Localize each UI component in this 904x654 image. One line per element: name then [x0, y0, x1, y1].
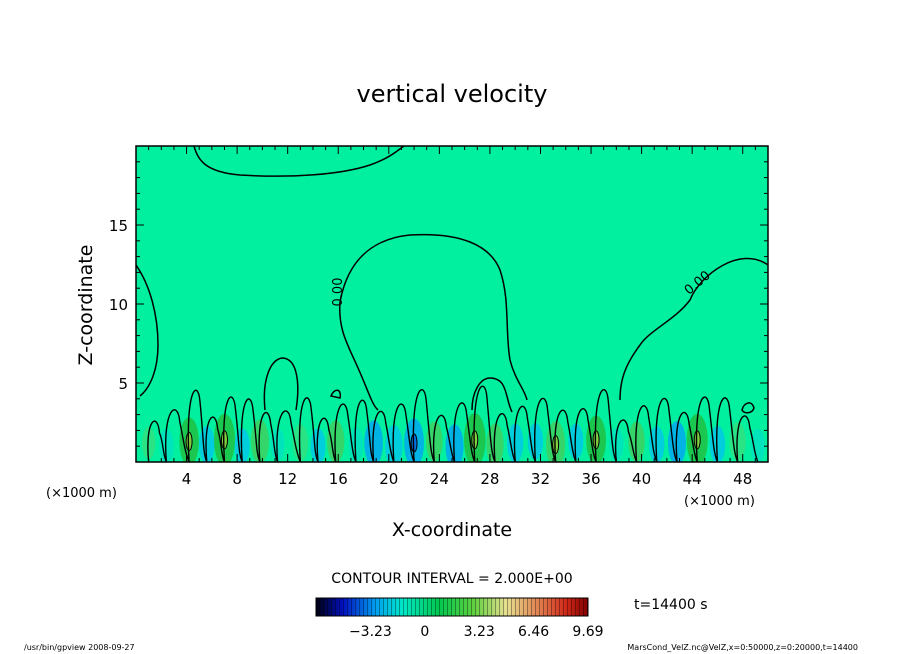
x-tick-label: 44: [683, 470, 702, 488]
x-axis-label: X-coordinate: [392, 519, 512, 541]
footer-left: /usr/bin/gpview 2008-09-27: [24, 643, 135, 652]
x-tick-label: 28: [480, 470, 499, 488]
time-label: t=14400 s: [634, 597, 708, 613]
heatmap-cells: [141, 413, 766, 462]
y-tick-label: 5: [118, 375, 128, 393]
colorbar-tick-label: 0: [420, 624, 429, 640]
heatmap-cell: [527, 423, 544, 460]
x-tick-label: 4: [182, 470, 192, 488]
contour-right-dome: [619, 257, 768, 401]
heatmap-cell: [649, 426, 665, 462]
heatmap-cell: [385, 425, 403, 462]
heatmap-cell: [426, 421, 443, 462]
heatmap-cell: [348, 427, 364, 462]
y-axis-ticks: 5 10 15: [109, 161, 768, 447]
heatmap-cell: [270, 428, 285, 462]
colorbar-tick-label: 3.23: [464, 624, 495, 640]
heatmap-cell: [507, 423, 524, 462]
footer-right: MarsCond_VelZ.nc@VelZ,x=0:50000,z=0:2000…: [627, 643, 858, 652]
contour-interval: CONTOUR INTERVAL = 2.000E+00: [331, 571, 572, 587]
y-unit-label: (×1000 m): [46, 486, 117, 501]
heatmap-cell: [667, 421, 686, 462]
heatmap-cell: [729, 421, 746, 462]
x-tick-label: 36: [581, 470, 600, 488]
contour-label-1: 0.00: [331, 278, 346, 307]
heatmap-cell: [327, 420, 345, 462]
y-axis-label: Z-coordinate: [75, 245, 97, 366]
x-tick-label: 16: [329, 470, 348, 488]
contour-center-dome: [339, 233, 528, 401]
colorbar-tick-label: −3.23: [349, 624, 392, 640]
heatmap-cell: [609, 427, 624, 462]
plot-background: [136, 146, 768, 462]
contour-lines: [136, 146, 768, 414]
contour-bump-1: [263, 357, 299, 411]
x-tick-label: 12: [278, 470, 297, 488]
contour-lowband-path: [147, 385, 759, 462]
heatmap-cell: [292, 424, 309, 462]
x-tick-label: 8: [232, 470, 242, 488]
contour-small-2: [741, 402, 755, 414]
contour-left-lobe: [136, 264, 159, 397]
contour-bump-2: [471, 377, 513, 413]
x-tick-label: 48: [733, 470, 752, 488]
chart-title: vertical velocity: [357, 80, 548, 108]
x-tick-label: 40: [632, 470, 651, 488]
heatmap-cell: [159, 429, 174, 462]
heatmap-cell: [709, 425, 726, 462]
colorbar-frame: [315, 597, 589, 617]
colorbar-tick-label: 6.46: [518, 624, 549, 640]
heatmap-cell: [445, 424, 464, 462]
y-tick-label: 15: [109, 217, 128, 235]
x-tick-label: 20: [379, 470, 398, 488]
contour-lowband: [147, 385, 759, 462]
heatmap-cell: [750, 429, 766, 462]
x-tick-label: 32: [531, 470, 550, 488]
colorbar-stripes: [316, 598, 588, 616]
heatmap-cell: [141, 427, 156, 460]
contour-small-1: [329, 389, 342, 399]
colorbar-tick-label: 9.69: [572, 624, 603, 640]
y-tick-label: 10: [109, 296, 128, 314]
x-unit-label: (×1000 m): [684, 494, 755, 509]
heatmap-cell: [628, 421, 645, 462]
contour-top: [193, 146, 405, 177]
x-axis-ticks: 4 8 12 16 20 24 28 32 36 40 44 48: [148, 146, 756, 488]
contour-center-left: [339, 301, 379, 411]
x-tick-label: 24: [430, 470, 449, 488]
colorbar-ticks: −3.23 0 3.23 6.46 9.69: [349, 624, 604, 640]
